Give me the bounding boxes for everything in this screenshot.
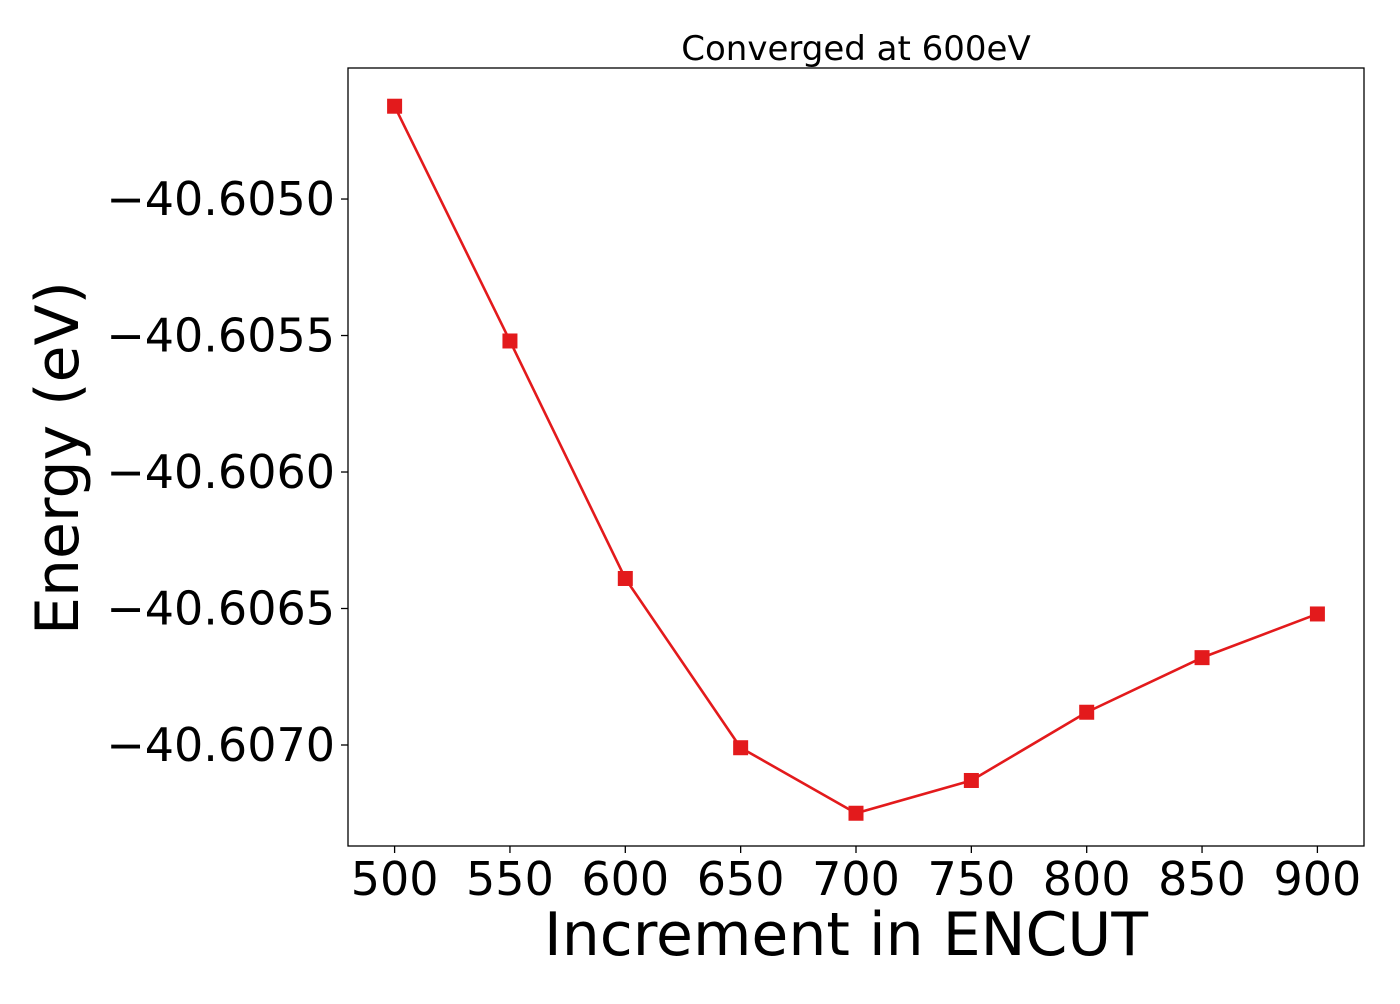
plot-area-frame <box>347 67 1365 847</box>
chart-title: Converged at 600eV <box>681 29 1030 69</box>
y-tick-label: −40.6060 <box>106 445 335 499</box>
x-tick-label: 550 <box>466 852 554 906</box>
data-point-marker <box>502 333 518 349</box>
x-axis-label: Increment in ENCUT <box>544 900 1148 970</box>
x-axis-ticks: 500 550 600 650 700 750 800 850 900 <box>351 846 1361 906</box>
data-point-marker <box>848 805 864 821</box>
x-tick-label: 800 <box>1043 852 1131 906</box>
data-point-marker <box>387 98 403 114</box>
data-point-marker <box>963 772 979 788</box>
x-tick-label: 600 <box>581 852 669 906</box>
series-line <box>393 105 1318 815</box>
y-tick-label: −40.6070 <box>106 718 335 772</box>
y-tick-label: −40.6065 <box>106 582 335 636</box>
y-tick-label: −40.6050 <box>106 172 335 226</box>
x-tick-label: 850 <box>1158 852 1246 906</box>
data-point-marker <box>1309 606 1325 622</box>
series-layer <box>387 98 1325 821</box>
x-tick-label: 650 <box>697 852 785 906</box>
y-axis-ticks: −40.6050 −40.6055 −40.6060 −40.6065 −40.6070 <box>106 172 348 772</box>
data-point-marker <box>1079 704 1095 720</box>
data-point-marker <box>733 740 749 756</box>
x-tick-label: 700 <box>812 852 900 906</box>
data-point-marker <box>1194 650 1210 666</box>
y-axis-label: Energy (eV) <box>23 281 93 635</box>
x-tick-label: 900 <box>1273 852 1361 906</box>
y-tick-label: −40.6055 <box>106 309 335 363</box>
data-point-marker <box>617 570 633 586</box>
x-tick-label: 500 <box>351 852 439 906</box>
x-tick-label: 750 <box>927 852 1015 906</box>
